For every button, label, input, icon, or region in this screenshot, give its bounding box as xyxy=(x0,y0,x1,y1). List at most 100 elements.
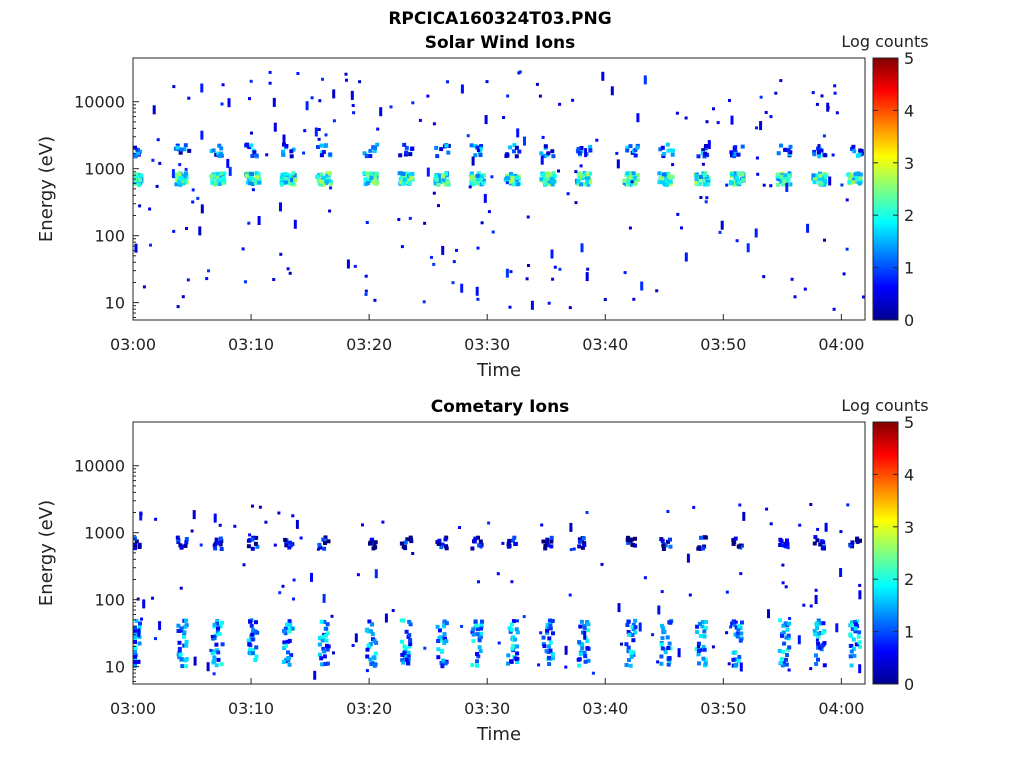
heatmap-cell xyxy=(547,301,551,305)
heatmap-cell xyxy=(817,144,821,148)
heatmap-cell xyxy=(411,552,415,555)
heatmap-cell xyxy=(133,645,138,650)
heatmap-cell xyxy=(626,630,631,635)
heatmap-cell xyxy=(320,662,325,667)
heatmap-cell xyxy=(216,650,221,655)
heatmap-cell xyxy=(180,178,185,183)
heatmap-cell xyxy=(490,175,494,179)
heatmap-cell xyxy=(514,175,519,180)
heatmap-cell xyxy=(814,173,819,178)
heatmap-cell xyxy=(211,173,216,178)
heatmap-cell xyxy=(178,652,183,657)
heatmap-cell xyxy=(216,657,221,662)
heatmap-cell xyxy=(660,636,665,641)
heatmap-cell xyxy=(285,656,290,661)
heatmap-cell xyxy=(550,619,555,623)
heatmap-cell xyxy=(851,647,856,651)
heatmap-cell xyxy=(577,537,582,542)
heatmap-cell xyxy=(850,620,854,625)
heatmap-cell xyxy=(540,523,544,527)
heatmap-cell xyxy=(539,177,544,182)
heatmap-cell xyxy=(241,247,245,251)
y-tick-label: 10 xyxy=(105,294,125,313)
heatmap-cell xyxy=(545,171,550,176)
heatmap-cell xyxy=(785,627,790,632)
heatmap-cell xyxy=(627,658,631,662)
heatmap-cell xyxy=(402,655,407,660)
heatmap-cell xyxy=(476,177,481,182)
heatmap-cell xyxy=(320,635,325,639)
heatmap-cell xyxy=(583,630,587,640)
heatmap-cell xyxy=(576,179,581,184)
heatmap-cell xyxy=(220,102,224,106)
heatmap-cell xyxy=(737,655,742,659)
x-tick-label: 04:00 xyxy=(818,335,864,354)
heatmap-cell xyxy=(446,80,449,84)
heatmap-cell xyxy=(372,177,377,182)
heatmap-cell xyxy=(677,648,681,658)
heatmap-cell xyxy=(399,618,404,623)
heatmap-cell xyxy=(660,145,665,150)
heatmap-cell xyxy=(318,545,323,550)
colorbar-ticks: 0 1 2 3 4 5 xyxy=(873,49,914,330)
heatmap-cell xyxy=(854,622,859,627)
heatmap-cell xyxy=(222,179,227,184)
heatmap-cell xyxy=(137,628,141,638)
heatmap-cell xyxy=(668,179,673,184)
heatmap-cell xyxy=(439,660,444,665)
heatmap-cell xyxy=(177,172,182,177)
heatmap-cell xyxy=(182,174,187,179)
heatmap-cell xyxy=(628,538,633,543)
heatmap-cell xyxy=(136,151,140,156)
heatmap-cell xyxy=(585,620,590,624)
heatmap-cell xyxy=(272,97,276,107)
heatmap-cell xyxy=(283,631,288,636)
heatmap-cell xyxy=(780,182,785,187)
heatmap-cell xyxy=(582,182,587,186)
heatmap-cell xyxy=(402,142,407,147)
heatmap-cell xyxy=(549,176,554,181)
heatmap-cell xyxy=(852,149,857,154)
heatmap-cell xyxy=(475,659,479,664)
heatmap-cell xyxy=(152,105,156,115)
heatmap-cell xyxy=(711,645,715,649)
heatmap-cell xyxy=(694,176,699,181)
heatmap-cell xyxy=(813,535,818,540)
heatmap-cell xyxy=(284,622,289,627)
heatmap-cell xyxy=(381,520,385,524)
x-tick-label: 03:00 xyxy=(110,699,156,718)
heatmap-cell xyxy=(321,182,326,187)
heatmap-cell xyxy=(410,146,415,151)
heatmap-cell xyxy=(133,543,137,547)
heatmap-cell xyxy=(729,625,733,629)
heatmap-cell xyxy=(423,221,427,225)
heatmap-cell xyxy=(581,630,585,635)
heatmap-cell xyxy=(729,180,734,185)
heatmap-cell xyxy=(319,153,324,158)
heatmap-cell xyxy=(656,660,660,664)
heatmap-cell xyxy=(625,145,630,150)
heatmap-cell xyxy=(354,633,358,643)
heatmap-cell xyxy=(540,155,544,165)
heatmap-cell xyxy=(632,297,636,301)
heatmap-cell xyxy=(133,629,137,634)
heatmap-cell xyxy=(279,182,284,187)
heatmap-cell xyxy=(284,144,289,148)
heatmap-cell xyxy=(684,116,688,120)
heatmap-cell xyxy=(292,578,296,582)
heatmap-cell xyxy=(479,631,484,636)
heatmap-cell xyxy=(319,179,324,184)
heatmap-cell xyxy=(287,638,292,643)
heatmap-cell xyxy=(371,180,376,185)
heatmap-cell xyxy=(850,622,855,627)
heatmap-cell xyxy=(514,179,519,184)
heatmap-cell xyxy=(815,102,819,106)
heatmap-cell xyxy=(198,226,202,236)
heatmap-cell xyxy=(435,177,439,182)
heatmap-cell xyxy=(514,657,519,661)
heatmap-cell xyxy=(250,632,255,637)
heatmap-cell xyxy=(409,175,414,180)
heatmap-cell xyxy=(812,628,817,633)
heatmap-cell xyxy=(183,658,188,663)
heatmap-cell xyxy=(668,148,673,153)
